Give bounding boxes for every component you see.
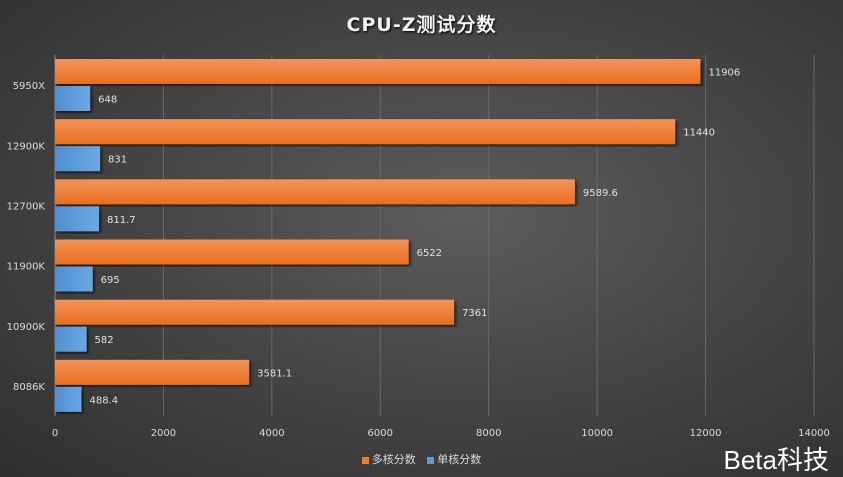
data-label: 11440: [683, 128, 715, 139]
data-label: 11906: [708, 68, 740, 79]
x-tick-label: 14000: [798, 428, 830, 439]
data-label: 9589.6: [583, 188, 618, 199]
data-label: 3581.1: [257, 368, 292, 379]
legend-swatch: [361, 456, 369, 464]
legend: 多核分数 单核分数: [0, 451, 843, 467]
y-category-label: 11900K: [7, 262, 46, 273]
x-tick-label: 6000: [368, 428, 393, 439]
x-tick-label: 4000: [259, 428, 284, 439]
bar-multi: [55, 299, 455, 325]
y-category-label: 12900K: [7, 141, 46, 152]
y-category-label: 12700K: [7, 201, 46, 212]
y-category-label: 8086K: [13, 382, 45, 393]
x-tick-label: 0: [52, 428, 58, 439]
bar-single: [55, 146, 101, 172]
x-tick-label: 12000: [690, 428, 722, 439]
legend-label: 单核分数: [437, 453, 482, 466]
legend-swatch: [427, 456, 435, 464]
bar-single: [55, 86, 91, 111]
bar-single: [55, 326, 87, 352]
bar-multi: [55, 359, 250, 385]
data-label: 582: [95, 335, 114, 346]
data-label: 648: [98, 95, 117, 106]
bar-multi: [55, 179, 575, 205]
y-category-label: 5950X: [13, 81, 45, 92]
data-label: 811.7: [107, 215, 136, 226]
data-label: 6522: [417, 248, 442, 259]
watermark: Beta科技: [723, 445, 830, 475]
data-label: 7361: [462, 308, 487, 319]
x-tick-label: 8000: [476, 428, 501, 439]
x-tick-label: 10000: [581, 428, 613, 439]
y-category-label: 10900K: [7, 322, 46, 333]
legend-item-single: 单核分数: [427, 453, 481, 466]
bar-single: [55, 266, 93, 292]
bar-single: [55, 386, 82, 412]
bar-multi: [55, 239, 409, 265]
legend-item-multi: 多核分数: [361, 453, 416, 466]
data-label: 831: [108, 155, 127, 166]
bar-single: [55, 206, 100, 232]
legend-label: 多核分数: [371, 453, 416, 466]
chart-title: CPU-Z测试分数: [346, 14, 497, 36]
data-label: 695: [101, 275, 120, 286]
bar-multi: [55, 119, 676, 145]
data-label: 488.4: [89, 395, 118, 406]
bar-multi: [55, 59, 701, 84]
x-tick-label: 2000: [151, 428, 176, 439]
